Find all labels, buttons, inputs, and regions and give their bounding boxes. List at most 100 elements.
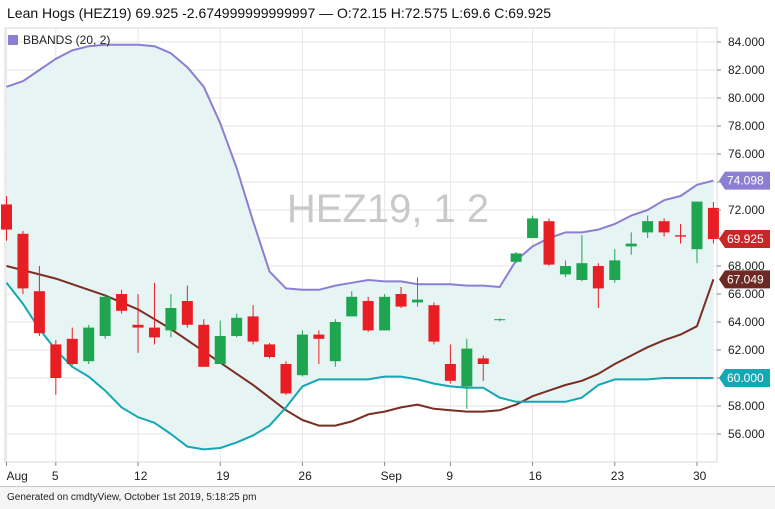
price-tag-label: 60.000 [727,371,764,385]
candle-body [362,301,374,331]
candle [658,218,670,237]
candle [264,343,276,359]
chart-watermark: HEZ19, 1 2 [287,187,489,231]
candle-body [313,334,325,339]
candle-body [214,336,226,364]
x-tick-label: 30 [693,469,707,483]
candle [181,285,193,328]
footer: Generated on cmdtyView, October 1st 2019… [0,486,775,509]
candle [543,218,555,266]
candle-body [33,291,45,334]
candle [247,305,259,345]
candle-body [198,324,210,367]
candle-body [346,296,358,317]
candle [675,224,687,244]
candle [313,330,325,364]
candle-body [444,364,456,381]
candle-body [543,221,555,265]
candle-body [412,299,423,303]
candle [362,296,374,332]
bollinger-bands [5,43,715,451]
candle-body [461,348,473,387]
candle [99,294,111,339]
y-tick-label: 64.000 [728,315,765,329]
candle [214,320,226,364]
candle-body [707,207,719,240]
y-tick-label: 58.000 [728,399,765,413]
candle-body [132,324,144,328]
candle-body [559,266,571,275]
candle-body [296,334,308,376]
candle [609,249,621,283]
price-tag: 74.098 [719,171,770,190]
price-tag: 69.925 [719,230,770,249]
candle [395,287,407,308]
candle [642,215,654,238]
y-tick-label: 56.000 [728,427,765,441]
candle [33,266,45,336]
candle [231,313,243,338]
candle-body [675,235,687,237]
x-tick-label: 5 [52,469,59,483]
instrument-title: Lean Hogs (HEZ19) 69.925 -2.674999999999… [7,5,552,21]
price-tag-label: 69.925 [727,232,764,246]
candle-body [50,344,62,378]
candle [707,201,719,244]
candle [527,215,539,238]
candle-body [395,294,407,307]
price-tag: 60.000 [719,369,770,387]
x-tick-label: 9 [446,469,453,483]
x-tick-label: 19 [216,469,230,483]
price-tag-shape [719,270,770,289]
upper-band-line [6,43,714,291]
candle [412,277,423,307]
indicator-legend[interactable]: BBANDS (20, 2) [8,33,110,47]
candle-body [691,201,703,250]
candle [494,318,506,322]
candle-body [83,327,95,362]
candle-body [280,364,292,394]
y-tick-label: 68.000 [728,259,765,273]
candle [66,327,78,366]
candle [83,324,95,364]
candle-body [477,358,489,364]
candle [691,201,703,264]
candle-body [329,322,341,362]
candle-body [428,305,440,342]
candle-body [527,218,539,238]
candle [444,344,456,384]
candle [559,260,571,278]
band-fill [6,44,714,450]
candle-body [231,317,243,336]
candle-body [510,253,522,262]
price-tag-shape [719,230,770,249]
candle [132,294,144,353]
candle-body [1,204,12,230]
candle [379,294,391,331]
x-tick-label: 26 [298,469,312,483]
x-axis: Aug 5 12 19 26 Sep 9 16 23 30 [6,462,707,483]
candle-body [264,344,276,357]
x-tick-label: 16 [529,469,543,483]
candle-body [99,296,111,336]
y-tick-label: 82.000 [728,63,765,77]
candle [510,252,522,264]
candle-body [625,243,637,247]
x-tick-label: Aug [7,469,28,483]
y-tick-label: 66.000 [728,287,765,301]
price-chart[interactable]: HEZ19, 1 2 56.000 58.000 60.000 62.000 64.00… [0,0,775,486]
candle [148,282,160,345]
candle [428,302,440,345]
price-tags: 74.098 69.925 67.049 60.000 [719,171,770,387]
candle [477,355,489,381]
x-tick-label: 23 [611,469,625,483]
x-tick-label: Sep [381,469,403,483]
candle [116,289,128,314]
price-tag-label: 74.098 [727,174,764,188]
candle [1,196,12,241]
candlestick-series [1,196,719,409]
legend-label: BBANDS (20, 2) [23,33,111,47]
price-tag-shape [719,369,770,387]
price-tag-shape [719,171,770,190]
candle [280,361,292,395]
